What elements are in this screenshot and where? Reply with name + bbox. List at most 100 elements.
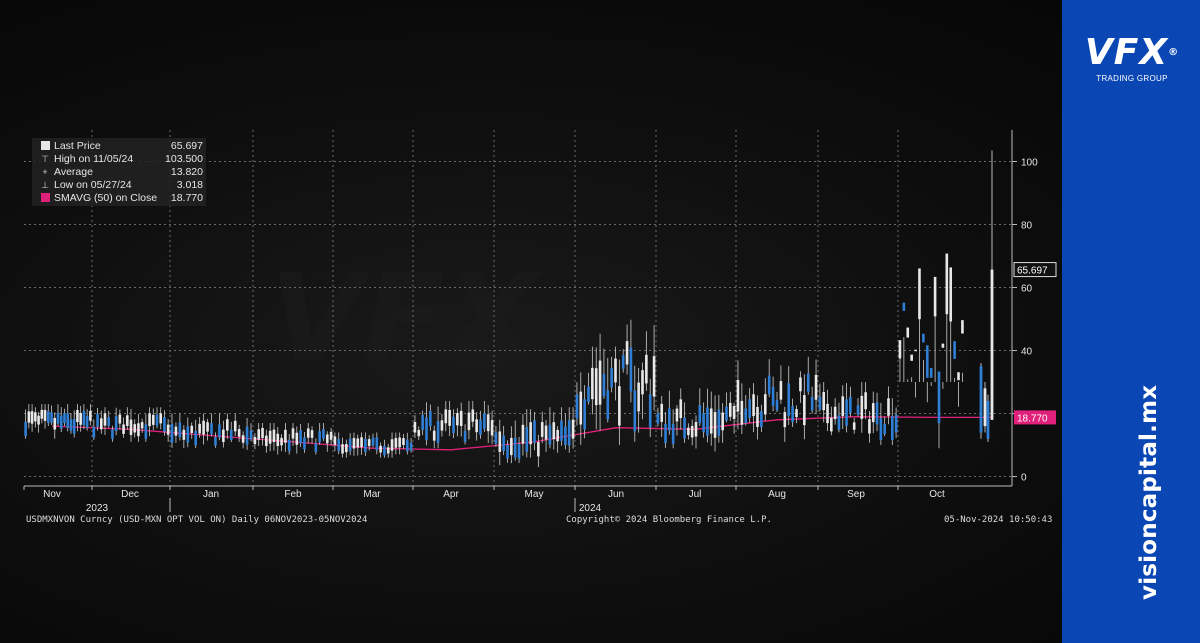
candle-body <box>210 423 213 435</box>
month-label: Jul <box>689 489 702 500</box>
candle-body <box>787 383 791 416</box>
legend-value: 3.018 <box>176 179 203 191</box>
candle-body <box>452 416 455 434</box>
candle-body <box>383 445 386 456</box>
legend-value: 103.500 <box>165 153 203 165</box>
candle-body <box>849 396 852 413</box>
candle-body <box>276 433 280 447</box>
legend-value: 65.697 <box>170 140 203 152</box>
candle-body <box>287 439 291 452</box>
candle-body <box>333 436 337 445</box>
brand-sidebar: VFX® TRADING GROUP <box>1062 0 1200 643</box>
candle-body <box>652 356 656 397</box>
candle-body <box>463 430 467 442</box>
candle-body <box>206 422 209 432</box>
candle-body <box>272 429 276 443</box>
candle-body <box>436 421 440 444</box>
candle-body <box>27 411 31 423</box>
candle-body <box>218 424 221 438</box>
candle-body <box>486 414 490 432</box>
candle-body <box>360 437 363 448</box>
candle-body <box>456 413 459 426</box>
candle-body <box>744 408 748 424</box>
candle-body <box>284 429 287 443</box>
sma-tag <box>1014 410 1056 425</box>
candle-body <box>875 402 879 425</box>
candle-body <box>182 429 186 440</box>
candle-body <box>736 380 740 412</box>
candle-body <box>111 429 114 439</box>
candle-body <box>779 381 783 400</box>
candle-body <box>159 413 163 424</box>
candle-body <box>694 422 698 437</box>
candle-body <box>137 423 140 437</box>
candle-body <box>72 419 76 434</box>
candle-body <box>314 443 318 453</box>
candle-body <box>280 437 283 446</box>
candle-body <box>249 430 253 440</box>
candle-body <box>717 409 721 436</box>
candle-body <box>929 367 933 378</box>
candle-body <box>533 420 536 443</box>
candle-body <box>409 442 413 451</box>
candle-body <box>253 436 257 445</box>
legend-value: 13.820 <box>170 166 203 178</box>
candle-body <box>602 373 606 397</box>
candle-body <box>202 420 205 435</box>
watermark: VFX <box>270 250 543 389</box>
candle-body <box>687 427 690 436</box>
candle-body <box>822 392 826 411</box>
candle-body <box>890 416 894 441</box>
candle-body <box>775 400 779 411</box>
candle-body <box>560 420 563 441</box>
legend-row-high: ⊤ High on 11/05/24 103.500 <box>32 153 206 166</box>
candle-body <box>783 412 787 428</box>
y-tick-label: 60 <box>1021 284 1033 295</box>
candle-body <box>513 437 517 458</box>
candle-body <box>257 429 261 440</box>
website-url[interactable]: visioncapital.mx <box>1136 384 1162 600</box>
month-label: Dec <box>121 489 139 500</box>
candle-body <box>756 407 759 427</box>
candle-body <box>265 435 268 447</box>
candle-body <box>587 386 590 402</box>
candle-body <box>771 386 775 407</box>
candle-body <box>725 406 728 421</box>
candle-body <box>59 415 63 429</box>
candle-body <box>918 268 921 320</box>
candle-body <box>122 424 125 434</box>
candle-body <box>668 408 671 431</box>
candle-body <box>186 426 190 443</box>
candle-body <box>713 412 717 438</box>
candle-body <box>871 403 875 423</box>
candle-body <box>856 405 860 415</box>
candle-body <box>371 437 375 446</box>
candle-body <box>82 410 86 425</box>
candle-body <box>567 420 571 446</box>
candle-body <box>598 360 602 405</box>
candle-body <box>894 414 898 433</box>
ticker-description: USDMXNVON Curncy (USD-MXN OPT VOL ON) Da… <box>26 515 368 525</box>
candle-body <box>933 276 937 317</box>
candle-body <box>922 333 925 343</box>
candle-body <box>417 430 421 437</box>
candle-body <box>352 438 356 449</box>
candle-body <box>925 345 929 378</box>
candle-body <box>498 431 502 452</box>
candle-body <box>937 371 941 424</box>
candle-body <box>325 434 329 444</box>
candle-body <box>459 410 463 427</box>
candle-body <box>556 429 559 442</box>
candle-body <box>571 419 575 439</box>
candle-body <box>440 420 444 431</box>
candle-body <box>945 253 949 315</box>
candle-body <box>329 431 333 440</box>
average-marker-icon: + <box>42 167 48 177</box>
legend-row-last-price: Last Price 65.697 <box>32 140 206 153</box>
candle-body <box>92 426 96 438</box>
candle-body <box>610 368 613 388</box>
y-tick-label: 100 <box>1021 158 1038 169</box>
candle-body <box>883 424 886 434</box>
candle-body <box>979 366 983 433</box>
high-marker-icon: ⊤ <box>41 154 49 164</box>
